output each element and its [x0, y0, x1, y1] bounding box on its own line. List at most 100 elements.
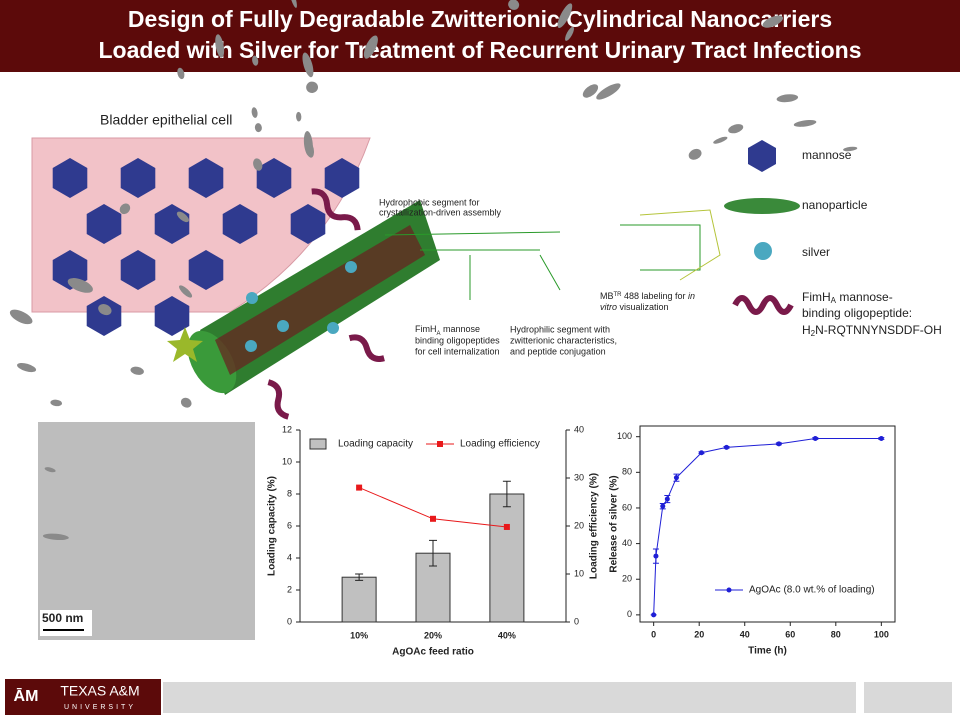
mannose-hexagon	[86, 204, 122, 244]
marker	[503, 523, 510, 530]
marker	[776, 441, 782, 447]
tem-particle	[180, 397, 192, 408]
marker	[878, 435, 884, 441]
y-axis-label: Loading capacity (%)	[267, 476, 278, 576]
tem-particle	[251, 107, 258, 118]
legend-label: binding oligopeptide:	[802, 306, 912, 320]
legend-label: FimHA mannose-	[802, 290, 893, 305]
y-tick-label: 0	[287, 616, 292, 626]
tem-particle	[306, 81, 319, 94]
error-bar	[355, 573, 364, 581]
mannose-hexagon	[256, 158, 292, 198]
y-tick-label: 20	[622, 574, 632, 584]
tem-particle	[42, 533, 69, 541]
legend-label: Loading efficiency	[460, 439, 540, 450]
tem-particle	[9, 309, 33, 325]
marker	[698, 450, 704, 456]
x-tick-label: 40	[740, 629, 750, 639]
tem-particle	[177, 67, 185, 80]
logo-text: TEXAS A&M	[60, 683, 139, 699]
footer-bar	[864, 682, 952, 713]
marker	[664, 496, 670, 502]
y-tick-label: 30	[574, 472, 584, 482]
annotation: crystallization-driven assembly	[379, 207, 502, 217]
y-tick-label: 100	[617, 431, 632, 441]
scale-bar-label: 500 nm	[42, 611, 83, 625]
legend-swatch	[437, 441, 443, 447]
tem-particle	[565, 26, 574, 41]
annotation: vitro visualization	[600, 302, 669, 312]
legend-label: mannose	[802, 148, 852, 162]
silver-icon	[754, 242, 772, 260]
tem-particle	[17, 363, 37, 373]
tem-particle	[179, 285, 193, 298]
x-tick-label: 0	[651, 629, 656, 639]
mannose-hexagon	[222, 204, 258, 244]
y-tick-label: 6	[287, 520, 292, 530]
annotation: Hydrophilic segment with	[510, 324, 610, 334]
marker	[430, 515, 436, 522]
annotation: for cell internalization	[415, 346, 500, 356]
tem-particle	[596, 83, 621, 100]
y-tick-label: 0	[627, 609, 632, 619]
logo-subtext: UNIVERSITY	[64, 704, 136, 711]
tem-particle	[843, 146, 858, 152]
mannose-hexagon	[154, 296, 190, 336]
tem-particle	[508, 0, 520, 10]
tem-particle	[582, 84, 599, 98]
y-tick-label: 40	[622, 538, 632, 548]
tem-particle	[67, 278, 93, 293]
mannose-hexagon	[120, 158, 156, 198]
annotation: FimHA mannose	[415, 324, 480, 336]
tem-particle	[130, 366, 144, 375]
y-tick-label: 10	[282, 456, 292, 466]
x-tick-label: 60	[785, 629, 795, 639]
tem-particle	[776, 94, 799, 103]
y-tick-label: 0	[574, 616, 579, 626]
tem-particles	[9, 0, 858, 541]
footer-bar	[163, 682, 856, 713]
x-tick-label: 40%	[498, 630, 516, 640]
y-tick-label: 80	[622, 467, 632, 477]
tem-particle	[303, 131, 313, 157]
y-tick-label: 8	[287, 488, 292, 498]
error-bar	[502, 480, 511, 508]
legend-label: H2N-RQTNNYNSDDF-OH	[802, 323, 942, 338]
tem-particle	[119, 203, 131, 215]
y-tick-label: 12	[282, 424, 292, 434]
tem-particle	[302, 52, 314, 78]
tem-particle	[215, 34, 225, 58]
hexagon-grid	[52, 158, 360, 336]
mannose-hexagon	[290, 204, 326, 244]
x-tick-label: 20%	[424, 630, 442, 640]
title-line: Loaded with Silver for Treatment of Recu…	[99, 37, 862, 63]
legend-label: silver	[802, 245, 830, 259]
tem-particle	[289, 0, 297, 8]
plot-frame	[639, 425, 896, 623]
x-axis-label: Time (h)	[748, 646, 787, 657]
y2-axis-label: Loading efficiency (%)	[589, 473, 600, 579]
nanoparticle-icon	[724, 198, 800, 214]
annotation: zwitterionic characteristics,	[510, 335, 617, 345]
mannose-hexagon	[86, 296, 122, 336]
scale-bar-box	[40, 610, 92, 636]
x-tick-label: 80	[831, 629, 841, 639]
tem-particle	[50, 399, 63, 407]
chemical-structure	[384, 209, 721, 300]
bar	[341, 576, 377, 623]
marker	[651, 612, 657, 618]
x-tick-label: 100	[874, 629, 889, 639]
marker	[356, 484, 363, 491]
peptide-icon	[732, 295, 794, 315]
y-tick-label: 10	[574, 568, 584, 578]
annotation: binding oligopeptides	[415, 335, 500, 345]
legend-swatch	[309, 438, 327, 450]
marker	[673, 475, 679, 481]
tem-particle	[44, 467, 56, 473]
tem-image	[38, 422, 255, 640]
mannose-hexagon	[188, 158, 224, 198]
tem-particle	[98, 304, 112, 316]
tem-particle	[296, 111, 302, 122]
cell-label: Bladder epithelial cell	[100, 112, 232, 128]
y-tick-label: 4	[287, 552, 292, 562]
